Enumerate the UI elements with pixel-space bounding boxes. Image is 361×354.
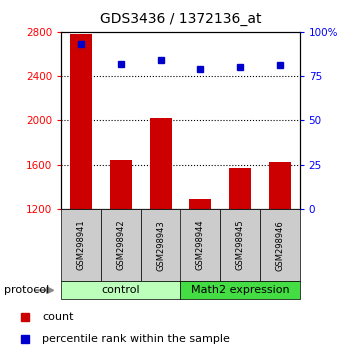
Text: GSM298942: GSM298942 [117,220,125,270]
Text: GSM298946: GSM298946 [275,220,284,270]
Bar [141,209,180,281]
Text: control: control [102,285,140,295]
Text: count: count [42,312,73,322]
Bar [101,209,141,281]
Bar [150,118,171,209]
Bar [180,281,300,299]
Text: GDS3436 / 1372136_at: GDS3436 / 1372136_at [100,12,261,27]
Bar [110,160,132,209]
Bar [61,281,180,299]
Text: GSM298943: GSM298943 [156,220,165,270]
Bar [61,209,101,281]
Bar [190,199,211,209]
Text: GSM298941: GSM298941 [77,220,86,270]
Bar [260,209,300,281]
Bar [180,209,220,281]
Text: GSM298945: GSM298945 [236,220,244,270]
Bar [229,168,251,209]
Bar [220,209,260,281]
Text: protocol: protocol [4,285,49,295]
Bar [70,34,92,209]
Bar [269,162,291,209]
Text: GSM298944: GSM298944 [196,220,205,270]
Text: percentile rank within the sample: percentile rank within the sample [42,334,230,344]
Text: Math2 expression: Math2 expression [191,285,290,295]
